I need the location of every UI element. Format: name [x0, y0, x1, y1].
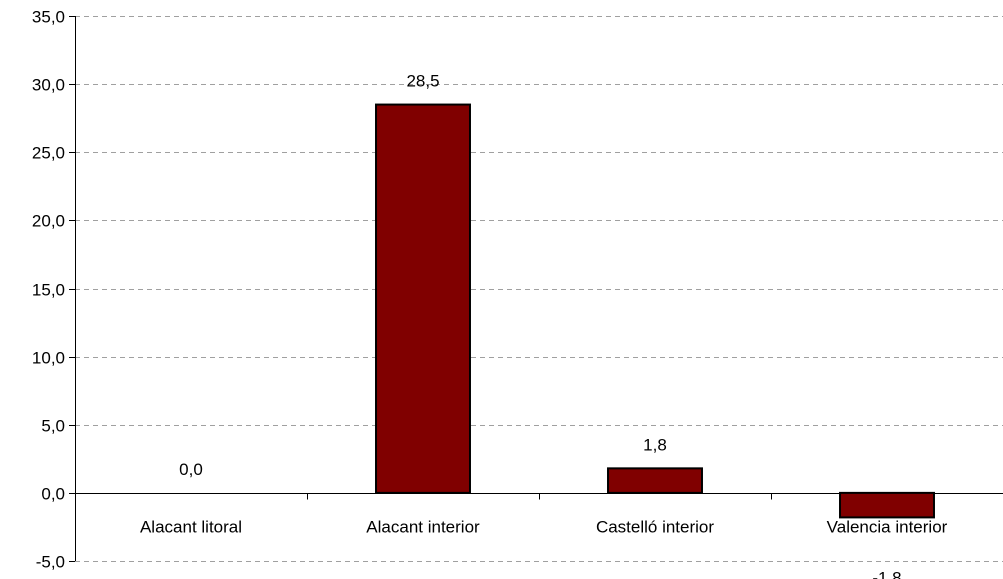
bar — [607, 467, 703, 494]
y-tick-label: 35,0 — [32, 8, 65, 27]
bar-value-label: 28,5 — [406, 72, 439, 91]
x-category-label: Castelló interior — [596, 518, 714, 537]
y-tick-label: 5,0 — [41, 417, 65, 436]
bar — [375, 103, 471, 494]
x-category-label: Alacant litoral — [140, 518, 242, 537]
y-tick-label: 0,0 — [41, 485, 65, 504]
y-tick-label: -5,0 — [36, 553, 65, 572]
bar — [839, 491, 935, 519]
labels: 35,0 30,0 25,0 20,0 15,0 10,0 5,0 0,0 -5,0 Alacan… — [32, 8, 948, 579]
y-tick-label: 25,0 — [32, 144, 65, 163]
x-category-label: Alacant interior — [366, 518, 480, 537]
y-tick-label: 20,0 — [32, 212, 65, 231]
bar-value-label: 1,8 — [643, 435, 667, 454]
y-tick-label: 30,0 — [32, 76, 65, 95]
y-tick-label: 10,0 — [32, 349, 65, 368]
bar-value-label: -1,8 — [872, 568, 901, 579]
bar-value-label: 0,0 — [179, 460, 203, 479]
y-tick-label: 15,0 — [32, 281, 65, 300]
x-category-label: Valencia interior — [827, 518, 948, 537]
axes — [69, 16, 1003, 562]
gridlines — [75, 16, 1003, 562]
bars — [375, 103, 935, 519]
